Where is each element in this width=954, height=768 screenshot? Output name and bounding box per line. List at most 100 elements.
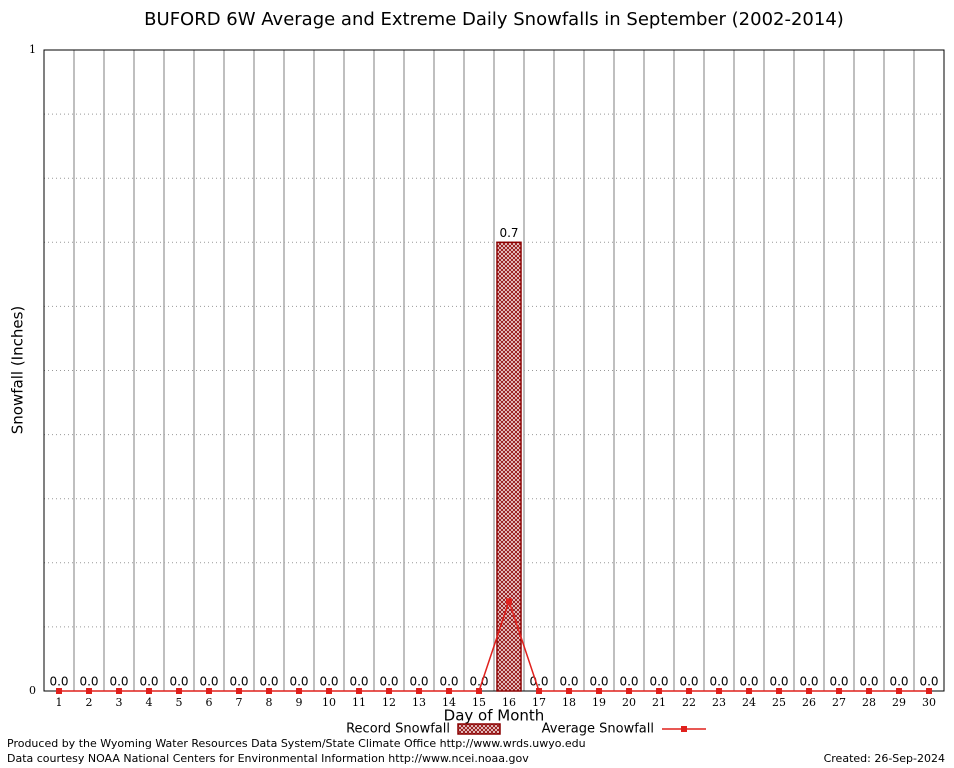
x-tick-label: 23 bbox=[712, 696, 726, 709]
x-tick-label: 16 bbox=[502, 696, 516, 709]
point bbox=[296, 688, 302, 694]
x-tick-label: 18 bbox=[562, 696, 576, 709]
value-label: 0.0 bbox=[559, 675, 578, 689]
value-label: 0.0 bbox=[739, 675, 758, 689]
x-tick-label: 2 bbox=[86, 696, 93, 709]
x-tick-label: 6 bbox=[206, 696, 213, 709]
value-label: 0.0 bbox=[379, 675, 398, 689]
footer-created: Created: 26-Sep-2024 bbox=[824, 752, 945, 765]
x-tick-label: 3 bbox=[116, 696, 123, 709]
value-label: 0.0 bbox=[589, 675, 608, 689]
point bbox=[176, 688, 182, 694]
x-tick-label: 14 bbox=[442, 696, 456, 709]
legend-swatch bbox=[457, 723, 501, 735]
value-label: 0.0 bbox=[829, 675, 848, 689]
point bbox=[446, 688, 452, 694]
x-tick-label: 1 bbox=[56, 696, 63, 709]
plot-frame bbox=[43, 49, 945, 692]
legend-label: Average Snowfall bbox=[542, 722, 654, 737]
value-label: 0.0 bbox=[919, 675, 938, 689]
x-tick-label: 11 bbox=[352, 696, 366, 709]
value-label: 0.0 bbox=[229, 675, 248, 689]
value-label: 0.0 bbox=[529, 675, 548, 689]
point bbox=[326, 688, 332, 694]
x-axis-label: Day of Month bbox=[444, 707, 545, 725]
x-tick-label: 26 bbox=[802, 696, 816, 709]
value-label: 0.0 bbox=[109, 675, 128, 689]
x-tick-label: 9 bbox=[296, 696, 303, 709]
point bbox=[806, 688, 812, 694]
value-label: 0.7 bbox=[499, 226, 518, 240]
value-label: 0.0 bbox=[439, 675, 458, 689]
x-tick-label: 20 bbox=[622, 696, 636, 709]
point bbox=[86, 688, 92, 694]
point bbox=[686, 688, 692, 694]
value-label: 0.0 bbox=[679, 675, 698, 689]
footer-produced: Produced by the Wyoming Water Resources … bbox=[7, 737, 586, 750]
value-label: 0.0 bbox=[199, 675, 218, 689]
point bbox=[386, 688, 392, 694]
x-tick-label: 21 bbox=[652, 696, 666, 709]
point bbox=[896, 688, 902, 694]
x-tick-label: 28 bbox=[862, 696, 876, 709]
point bbox=[356, 688, 362, 694]
value-label: 0.0 bbox=[709, 675, 728, 689]
legend-marker bbox=[681, 726, 687, 732]
point bbox=[926, 688, 932, 694]
x-tick-label: 25 bbox=[772, 696, 786, 709]
point bbox=[206, 688, 212, 694]
x-tick-label: 12 bbox=[382, 696, 396, 709]
point bbox=[56, 688, 62, 694]
x-tick-label: 4 bbox=[146, 696, 153, 709]
x-tick-label: 13 bbox=[412, 696, 426, 709]
point bbox=[626, 688, 632, 694]
x-tick-label: 27 bbox=[832, 696, 846, 709]
point bbox=[146, 688, 152, 694]
y-axis-label: Snowfall (Inches) bbox=[9, 306, 27, 434]
point bbox=[536, 688, 542, 694]
x-tick-label: 15 bbox=[472, 696, 486, 709]
value-label: 0.0 bbox=[649, 675, 668, 689]
x-tick-label: 5 bbox=[176, 696, 183, 709]
value-label: 0.0 bbox=[139, 675, 158, 689]
point bbox=[656, 688, 662, 694]
point bbox=[836, 688, 842, 694]
value-label: 0.0 bbox=[319, 675, 338, 689]
value-label: 0.0 bbox=[859, 675, 878, 689]
x-tick-label: 30 bbox=[922, 696, 936, 709]
value-label: 0.0 bbox=[169, 675, 188, 689]
x-tick-label: 24 bbox=[742, 696, 756, 709]
point bbox=[236, 688, 242, 694]
value-label: 0.0 bbox=[469, 675, 488, 689]
point bbox=[746, 688, 752, 694]
x-tick-label: 10 bbox=[322, 696, 336, 709]
y-tick-label: 0 bbox=[29, 684, 36, 697]
value-label: 0.0 bbox=[889, 675, 908, 689]
point bbox=[566, 688, 572, 694]
point bbox=[416, 688, 422, 694]
chart-title: BUFORD 6W Average and Extreme Daily Snow… bbox=[144, 9, 844, 30]
value-label: 0.0 bbox=[619, 675, 638, 689]
bar bbox=[496, 241, 522, 692]
x-tick-label: 22 bbox=[682, 696, 696, 709]
value-label: 0.0 bbox=[289, 675, 308, 689]
x-tick-label: 29 bbox=[892, 696, 906, 709]
x-tick-label: 8 bbox=[266, 696, 273, 709]
value-label: 0.0 bbox=[799, 675, 818, 689]
value-label: 0.0 bbox=[349, 675, 368, 689]
x-tick-label: 19 bbox=[592, 696, 606, 709]
value-label: 0.0 bbox=[769, 675, 788, 689]
value-label: 0.0 bbox=[49, 675, 68, 689]
legend-label: Record Snowfall bbox=[346, 722, 450, 737]
point bbox=[716, 688, 722, 694]
point bbox=[116, 688, 122, 694]
point bbox=[506, 598, 512, 605]
point bbox=[266, 688, 272, 694]
point bbox=[596, 688, 602, 694]
footer-courtesy: Data courtesy NOAA National Centers for … bbox=[7, 752, 529, 765]
average-line bbox=[59, 598, 929, 692]
point bbox=[476, 688, 482, 694]
value-label: 0.0 bbox=[79, 675, 98, 689]
